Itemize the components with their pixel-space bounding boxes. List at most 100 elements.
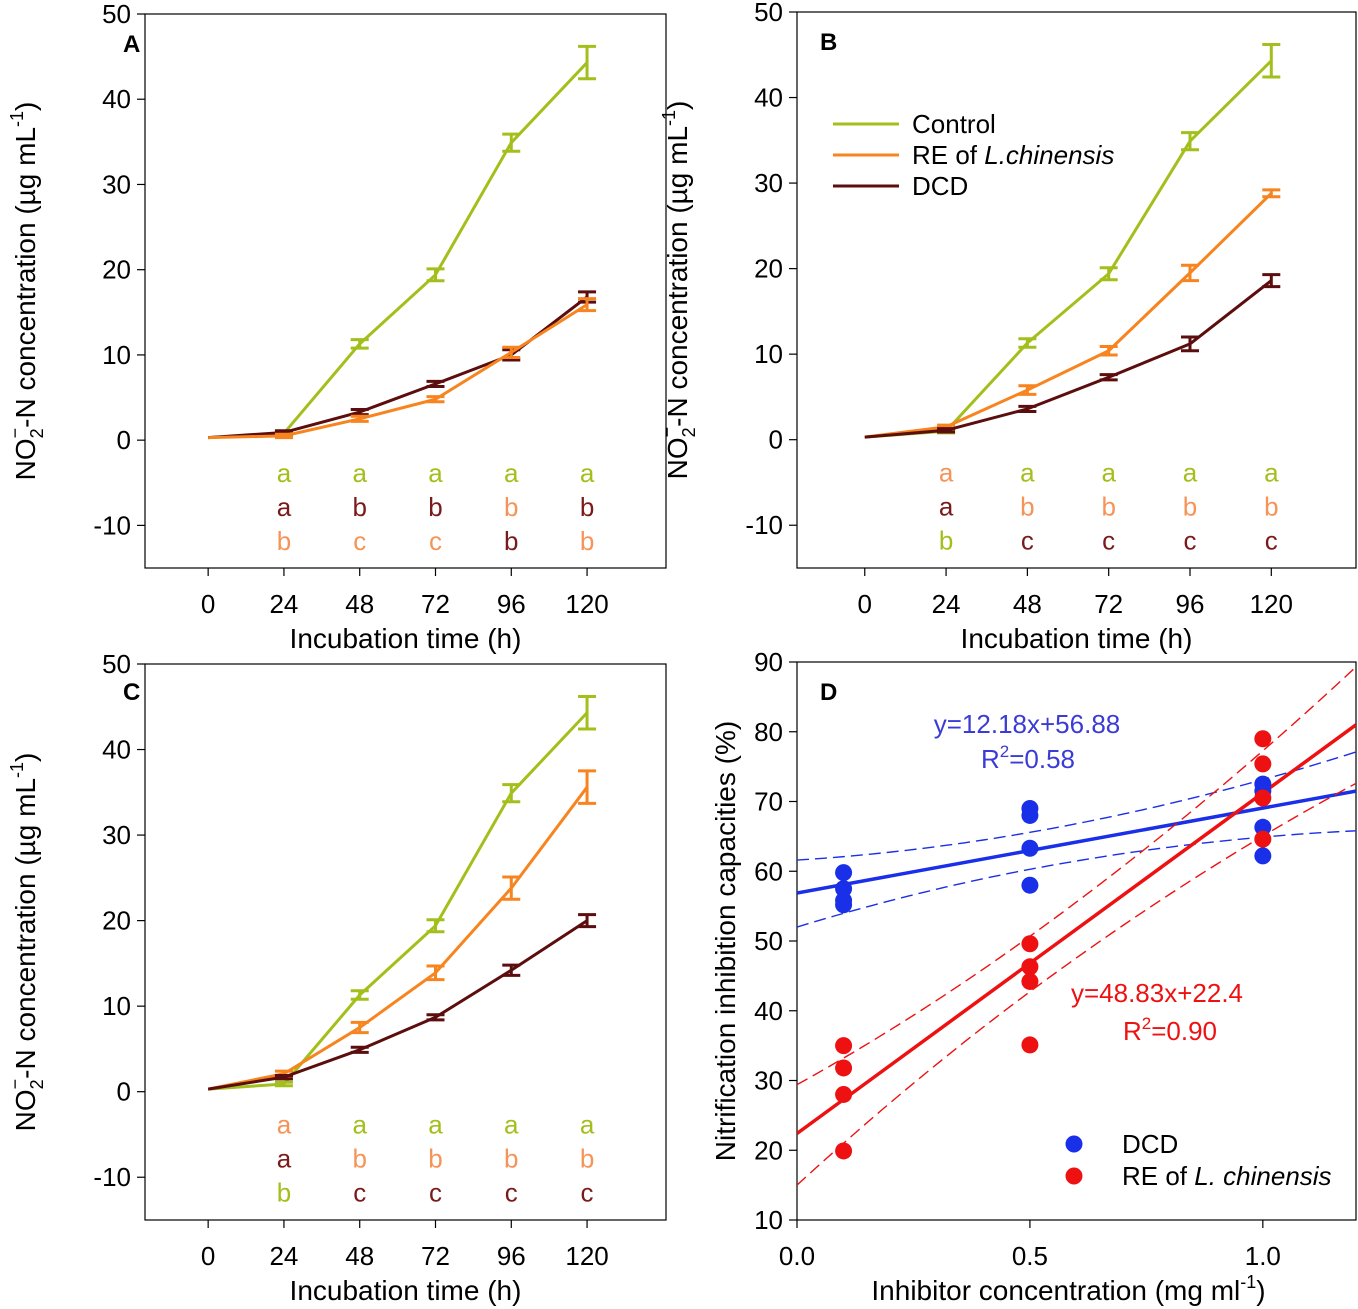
significance-letter: c [1102,526,1115,556]
data-point-re [1254,830,1272,848]
x-tick-label: 120 [565,1241,608,1271]
error-bar [578,44,597,81]
data-point-re [835,1059,853,1077]
significance-letter: a [1020,458,1035,488]
legend-text: DCD [1122,1129,1178,1159]
y-tick-label: 40 [754,83,783,113]
x-tick-label: 0.5 [1012,1241,1048,1271]
error-bar [1099,344,1118,357]
error-bar [502,875,521,901]
legend-marker [1065,1135,1083,1153]
panel-label: D [820,679,837,706]
r-squared-part: R [981,744,1000,774]
significance-letter: b [580,526,594,556]
y-tick-label: 50 [754,926,783,956]
y-tick-label: 20 [754,254,783,284]
error-bar [502,345,521,359]
error-bar [1180,335,1199,353]
y-tick-label: 20 [754,1135,783,1165]
ylabel-part: -N concentration (µg mL [662,126,693,427]
x-tick-label: 24 [932,589,961,619]
y-tick-label: -10 [93,510,131,540]
error-bar [1018,384,1037,396]
legend-text: DCD [912,171,968,201]
x-tick-label: 120 [1250,589,1293,619]
y-tick-label: -10 [745,510,783,540]
error-bar [274,1073,293,1081]
significance-letter: b [352,1144,366,1174]
significance-letter: b [580,492,594,522]
data-point-dcd [1021,839,1039,857]
significance-letter: b [580,1144,594,1174]
significance-letter: a [939,458,954,488]
data-point-dcd [835,896,853,914]
ylabel-superscript: − [657,427,677,438]
y-tick-label: 10 [754,339,783,369]
data-point-dcd [835,864,853,882]
significance-letter: a [277,492,292,522]
legend-text: RE of [1122,1161,1194,1191]
significance-letter: b [939,526,953,556]
significance-letter: a [504,458,519,488]
error-bar [1262,188,1281,199]
x-axis-label: Incubation time (h) [290,1275,522,1306]
y-tick-label: 30 [754,1066,783,1096]
error-bar [350,1045,369,1054]
r-squared-part: =0.58 [1009,744,1075,774]
data-point-re [835,1142,853,1160]
series-line-control [208,711,589,1091]
error-bar [350,414,369,423]
ylabel-superscript: -1 [7,762,27,778]
y-axis-label: Nitrification inhibition capacities (%) [710,721,741,1161]
x-tick-label: 48 [345,1241,374,1271]
confidence-band [797,666,1356,1086]
data-point-re [1021,935,1039,953]
r-squared-part: =0.90 [1151,1016,1217,1046]
x-tick-label: 96 [497,589,526,619]
data-point-dcd [835,880,853,898]
legend-marker [1065,1167,1083,1185]
significance-letter: b [352,492,366,522]
y-tick-label: 10 [754,1205,783,1235]
significance-letter: a [504,1110,519,1140]
regression-line [797,723,1356,1135]
significance-letter: a [277,1144,292,1174]
y-axis-label: NO2−-N concentration (µg mL-1) [657,101,699,480]
error-bar [1018,404,1037,413]
significance-letter: c [429,526,442,556]
error-bar [426,395,445,404]
significance-letter: b [428,1144,442,1174]
xlabel-part: Inhibitor concentration (mg ml [871,1275,1240,1306]
x-tick-label: 0.0 [779,1241,815,1271]
legend-text: Control [912,109,996,139]
y-tick-label: 30 [102,169,131,199]
significance-letter: a [277,458,292,488]
y-tick-label: 50 [102,0,131,29]
x-tick-label: 0 [201,1241,215,1271]
ylabel-subscript: 2 [27,1079,47,1089]
xlabel-superscript: -1 [1240,1272,1256,1292]
y-tick-label: 50 [102,649,131,679]
ylabel-part: -N concentration (µg mL [10,778,41,1079]
y-tick-label: 20 [102,906,131,936]
significance-letter: c [353,526,366,556]
error-bar [1180,263,1199,283]
ylabel-subscript: 2 [679,427,699,437]
series-line-control [208,61,589,440]
significance-letter: a [352,458,367,488]
r-squared-part: R [1123,1016,1142,1046]
data-point-re [1021,1036,1039,1054]
y-tick-label: 0 [769,425,783,455]
regression-equation: y=48.83x+22.4 [1071,978,1243,1008]
error-bar [274,1080,293,1088]
x-tick-label: 24 [269,1241,298,1271]
x-tick-label: 96 [497,1241,526,1271]
y-tick-label: 80 [754,717,783,747]
legend-text: RE of [912,140,984,170]
significance-letter: b [504,526,518,556]
significance-letter: c [429,1178,442,1208]
legend-text-italic: L. chinensis [1194,1161,1331,1191]
ylabel-subscript: 2 [27,428,47,438]
y-tick-label: 90 [754,647,783,677]
